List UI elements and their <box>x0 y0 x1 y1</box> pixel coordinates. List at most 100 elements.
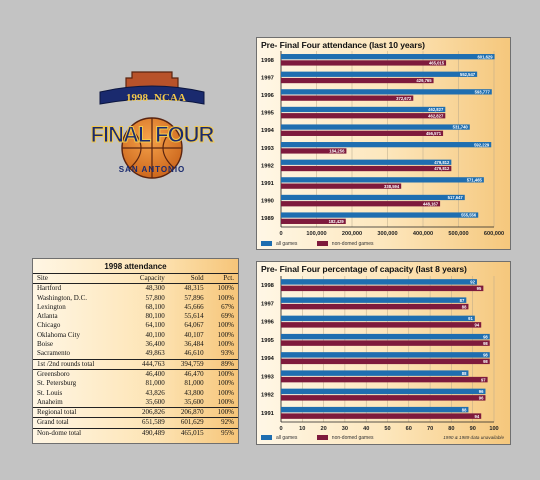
attendance-chart-panel: Pre- Final Four attendance (last 10 year… <box>256 37 511 250</box>
table-cell-pct: 100% <box>217 379 234 388</box>
x-tick-label: 70 <box>427 426 433 432</box>
legend-all-label: all games <box>276 241 298 247</box>
table-cell-site: Atlanta <box>37 312 58 321</box>
table-cell-sold: 81,000 <box>184 379 204 388</box>
capacity-chart-panel: Pre- Final Four percentage of capacity (… <box>256 261 511 445</box>
bar-all-games <box>281 142 492 148</box>
table-cell-capacity: 490,489 <box>124 427 167 439</box>
bar-non-domed <box>281 201 441 207</box>
table-cell-capacity: 206,826 <box>124 407 167 418</box>
table-cell-capacity: 81,000 <box>145 379 165 388</box>
data-label: 96 <box>479 389 484 394</box>
bar-non-domed <box>281 413 482 419</box>
data-label: 552,547 <box>460 72 476 77</box>
legend-swatch-non-domed <box>316 241 328 247</box>
table-row: 1st /2nd rounds total 444,763 394,759 89% <box>33 358 238 370</box>
table-cell-site: Sacramento <box>37 349 71 358</box>
data-label: 87 <box>460 298 465 303</box>
table-cell-sold: 48,315 <box>184 284 204 293</box>
bar-non-domed <box>281 218 346 224</box>
attendance-chart-title: Pre- Final Four attendance (last 10 year… <box>261 40 425 50</box>
data-label: 88 <box>462 371 467 376</box>
x-tick-label: 100 <box>489 426 498 432</box>
table-cell-pct: 100% <box>217 397 234 406</box>
attendance-table: Site Capacity Sold Pct. Hartford 48,300 48… <box>33 274 238 439</box>
data-label: 462,827 <box>428 113 444 118</box>
table-row: Regional total 206,826 206,870 100% <box>33 407 238 418</box>
table-cell-sold: 57,896 <box>184 293 204 302</box>
data-label: 182,429 <box>329 219 345 224</box>
legend-non-domed-label: non-domed games <box>331 241 374 247</box>
data-label: 593,777 <box>475 90 491 95</box>
x-tick-label: 600,000 <box>484 231 504 237</box>
table-cell-site: Greensboro <box>33 368 125 380</box>
table-cell-site: Grand total <box>33 417 125 429</box>
bar-non-domed <box>281 60 447 66</box>
attendance-table-title: 1998 attendance <box>33 259 238 274</box>
table-cell-pct: 100% <box>205 368 238 380</box>
table-cell-site: St. Louis <box>37 388 63 397</box>
table-cell-sold: 40,107 <box>184 330 204 339</box>
data-label: 479,812 <box>434 160 450 165</box>
table-cell-sold: 601,629 <box>166 417 206 429</box>
table-cell-site: Chicago <box>37 321 61 330</box>
category-label: 1998 <box>261 58 275 64</box>
table-cell-sold: 206,870 <box>166 407 206 418</box>
table-cell-capacity: 36,400 <box>145 340 165 349</box>
bar-all-games <box>281 333 490 340</box>
data-label: 88 <box>462 304 467 309</box>
table-cell-site: St. Petersburg <box>37 379 77 388</box>
logo-year: 1998 <box>126 92 149 104</box>
table-cell-capacity: 46,400 <box>124 368 167 380</box>
table-cell-capacity: 444,763 <box>124 358 167 370</box>
category-label: 1994 <box>261 356 275 362</box>
table-row: St. Petersburg 81,000 81,000 100% <box>33 379 238 388</box>
x-tick-label: 20 <box>320 426 326 432</box>
col-capacity-header: Capacity <box>124 274 167 285</box>
table-cell-pct: 100% <box>217 284 234 293</box>
category-label: 1989 <box>261 216 275 222</box>
table-cell-site: Regional total <box>33 407 125 418</box>
bar-all-games <box>281 352 490 358</box>
final-four-logo: 1998 NCAA FINAL FOUR SAN ANTONIO <box>90 71 216 179</box>
data-label: 184,256 <box>329 149 345 154</box>
x-tick-label: 80 <box>448 426 454 432</box>
legend-non-domed-label: non-domed games <box>331 435 374 441</box>
legend-swatch-all <box>261 241 272 247</box>
x-tick-label: 500,000 <box>448 231 468 237</box>
table-cell-sold: 46,610 <box>184 349 204 358</box>
data-label: 517,647 <box>448 195 464 200</box>
table-cell-pct: 100% <box>217 330 234 339</box>
category-label: 1993 <box>261 374 275 380</box>
capacity-chart: 0 10 20 30 40 50 60 70 80 90 100199892951997878819… <box>261 276 499 432</box>
x-tick-label: 50 <box>384 426 390 432</box>
logo-city: SAN ANTONIO <box>119 165 186 174</box>
data-label: 531,740 <box>453 125 469 130</box>
table-row: Boise 36,400 36,484 100% <box>33 340 238 349</box>
table-cell-pct: 67% <box>221 302 234 311</box>
table-cell-site: Anaheim <box>37 397 63 406</box>
col-sold-header: Sold <box>166 274 206 285</box>
bar-all-games <box>281 177 484 183</box>
table-cell-site: Lexington <box>37 302 66 311</box>
bar-all-games <box>281 71 478 77</box>
data-label: 372,672 <box>396 96 412 101</box>
table-row: Oklahoma City 40,100 40,107 100% <box>33 331 238 340</box>
x-tick-label: 90 <box>470 426 476 432</box>
table-cell-capacity: 57,800 <box>145 293 165 302</box>
x-tick-label: 10 <box>299 426 305 432</box>
capacity-chart-title: Pre- Final Four percentage of capacity (… <box>261 264 467 274</box>
bar-all-games <box>281 370 469 376</box>
bar-non-domed <box>281 130 444 136</box>
data-label: 338,594 <box>384 184 400 189</box>
data-label: 479,812 <box>434 166 450 171</box>
bar-all-games <box>281 124 470 130</box>
x-tick-label: 30 <box>342 426 348 432</box>
category-label: 1998 <box>261 283 275 289</box>
bar-all-games <box>281 406 469 413</box>
table-cell-sold: 465,015 <box>166 427 206 439</box>
data-label: 91 <box>468 316 473 321</box>
data-label: 98 <box>483 334 488 339</box>
legend-swatch-all <box>261 435 272 441</box>
table-row: Chicago 64,100 64,067 100% <box>33 321 238 330</box>
